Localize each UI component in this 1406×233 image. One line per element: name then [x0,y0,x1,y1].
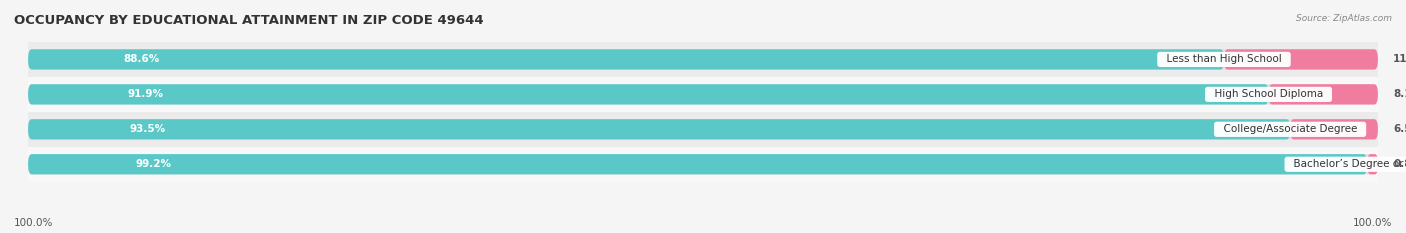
FancyBboxPatch shape [28,49,1378,69]
FancyBboxPatch shape [28,84,1378,105]
Text: 6.5%: 6.5% [1393,124,1406,134]
FancyBboxPatch shape [28,49,1225,69]
Text: High School Diploma: High School Diploma [1208,89,1330,99]
Text: 8.1%: 8.1% [1393,89,1406,99]
Text: 11.4%: 11.4% [1393,55,1406,64]
Text: 88.6%: 88.6% [124,55,160,64]
Text: Less than High School: Less than High School [1160,55,1288,64]
Text: Bachelor’s Degree or higher: Bachelor’s Degree or higher [1286,159,1406,169]
FancyBboxPatch shape [28,84,1268,105]
FancyBboxPatch shape [28,119,1378,139]
FancyBboxPatch shape [1291,119,1378,139]
Bar [28,112,1378,147]
Text: 91.9%: 91.9% [128,89,163,99]
Text: 100.0%: 100.0% [1353,218,1392,228]
Text: 93.5%: 93.5% [129,124,166,134]
Text: Source: ZipAtlas.com: Source: ZipAtlas.com [1296,14,1392,23]
FancyBboxPatch shape [1367,154,1378,174]
FancyBboxPatch shape [28,154,1367,174]
FancyBboxPatch shape [28,119,1291,139]
FancyBboxPatch shape [28,154,1378,174]
Bar [28,147,1378,182]
Text: 0.83%: 0.83% [1393,159,1406,169]
Text: 100.0%: 100.0% [14,218,53,228]
Text: OCCUPANCY BY EDUCATIONAL ATTAINMENT IN ZIP CODE 49644: OCCUPANCY BY EDUCATIONAL ATTAINMENT IN Z… [14,14,484,27]
Text: 99.2%: 99.2% [135,159,172,169]
Text: College/Associate Degree: College/Associate Degree [1216,124,1364,134]
Bar [28,77,1378,112]
FancyBboxPatch shape [1225,49,1378,69]
Bar [28,42,1378,77]
FancyBboxPatch shape [1268,84,1378,105]
